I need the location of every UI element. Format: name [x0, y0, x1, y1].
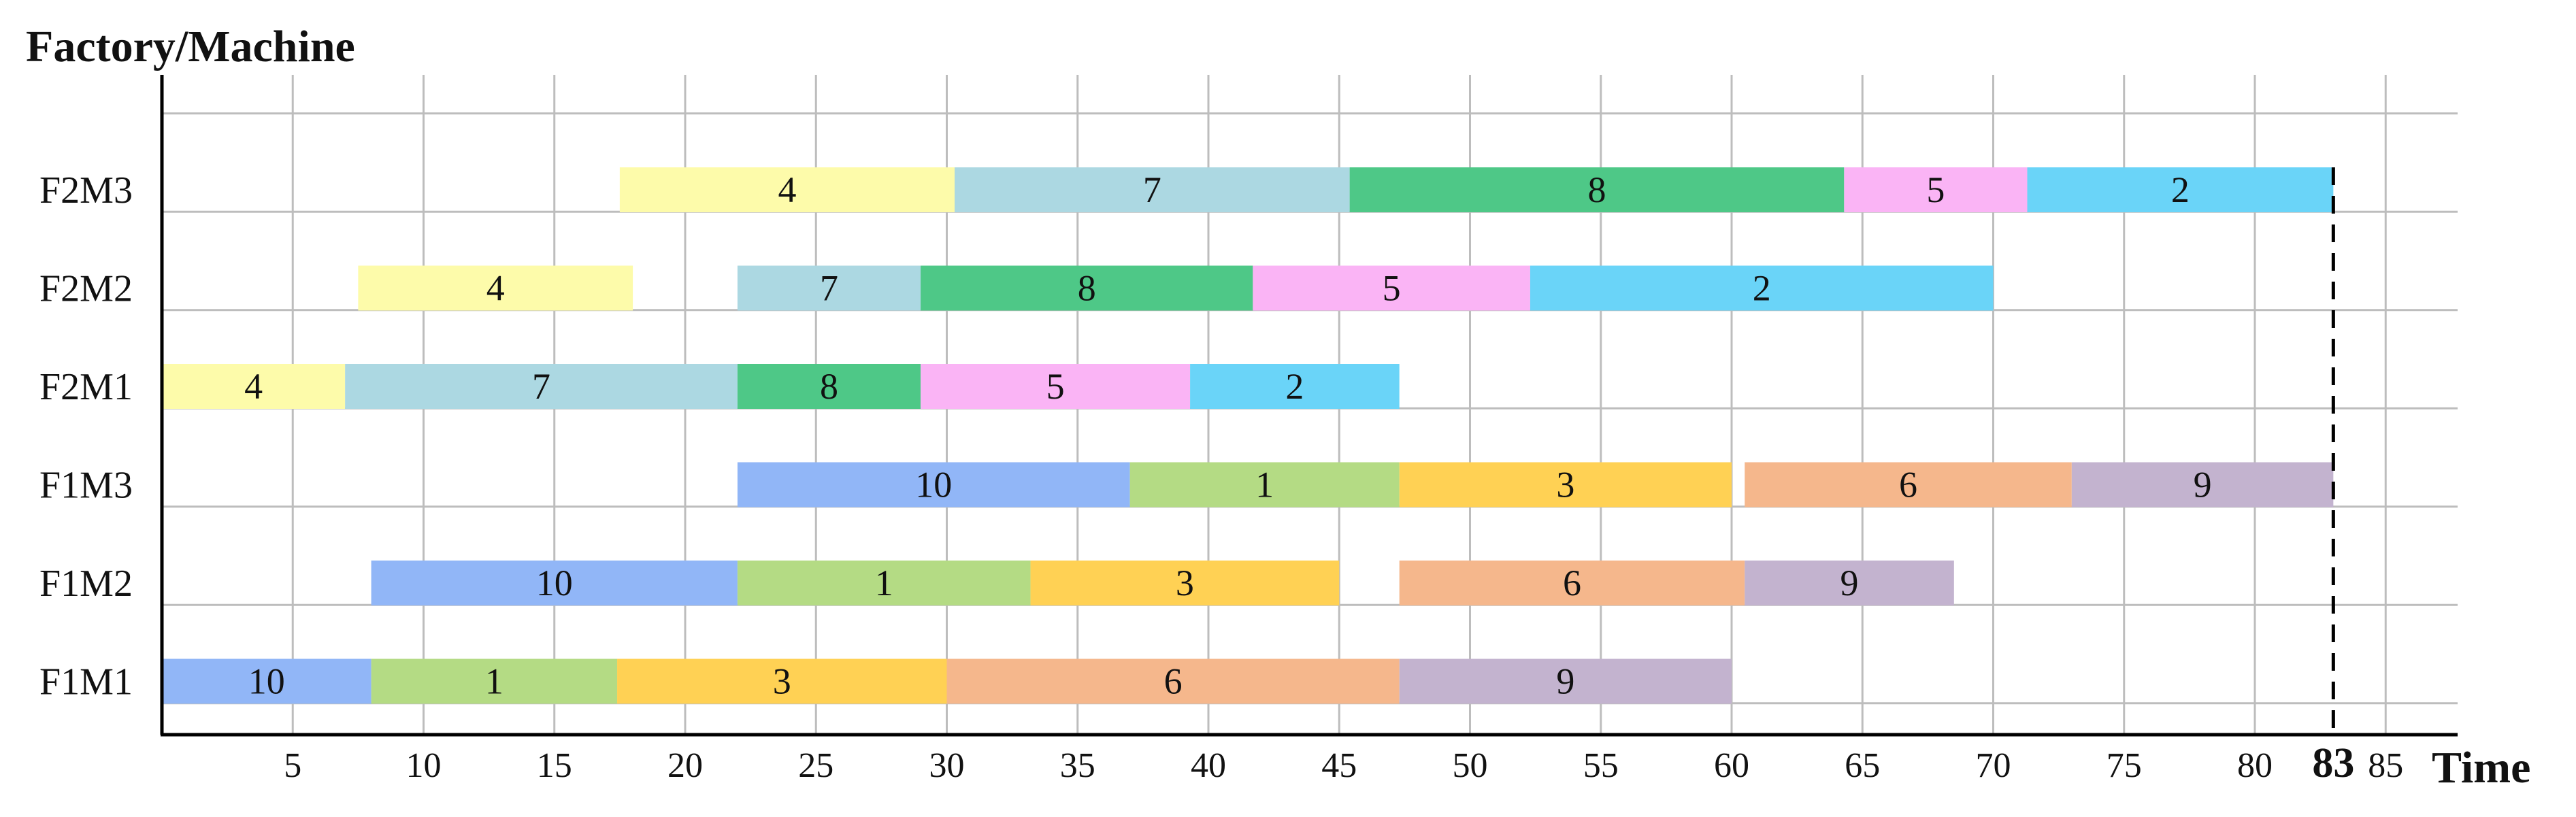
operation-bar — [955, 167, 1350, 212]
operation-label: 2 — [1753, 268, 1771, 309]
operation-bar — [619, 167, 955, 212]
operation-label: 5 — [1926, 169, 1945, 210]
operation-label: 7 — [532, 366, 550, 407]
operation-label: 10 — [536, 563, 573, 603]
x-tick-label: 60 — [1714, 746, 1749, 785]
operation-bar — [1745, 561, 1954, 605]
operation-bar — [345, 364, 738, 409]
operation-bar — [921, 265, 1253, 311]
operation-label: 6 — [1563, 563, 1581, 603]
x-ticks: 5 10 15 20 25 30 35 40 45 50 55 60 65 70 75 80 83 85 — [284, 740, 2403, 786]
operation-bar — [2071, 462, 2334, 507]
x-tick-label: 5 — [284, 746, 301, 785]
operation-label: 7 — [1143, 169, 1161, 210]
operation-bar — [1399, 561, 1745, 605]
operation-label: 6 — [1899, 465, 1917, 505]
x-tick-label: 20 — [667, 746, 703, 785]
x-tick-label: 10 — [406, 746, 442, 785]
operation-label: 10 — [248, 661, 285, 702]
operation-bar — [737, 462, 1130, 507]
operation-bar — [1530, 265, 1994, 311]
operation-bar — [371, 561, 738, 605]
x-tick-label: 85 — [2368, 746, 2403, 785]
operation-bar — [921, 364, 1191, 409]
x-tick-label: 30 — [929, 746, 965, 785]
operation-bar — [737, 364, 921, 409]
operation-bar — [1349, 167, 1845, 212]
operation-label: 6 — [1164, 661, 1183, 702]
operation-bar — [946, 658, 1400, 704]
machine-label: F1M3 — [39, 465, 133, 507]
operation-bar — [1844, 167, 2028, 212]
operation-label: 1 — [875, 563, 893, 603]
x-tick-label: 55 — [1583, 746, 1619, 785]
y-axis-title: Factory/Machine — [26, 22, 355, 71]
operation-label: 8 — [820, 366, 838, 407]
operation-bar — [2027, 167, 2334, 212]
operation-label: 10 — [915, 465, 952, 505]
machine-label: F2M1 — [39, 366, 133, 408]
operation-label: 3 — [773, 661, 791, 702]
operation-label: 9 — [2194, 465, 2212, 505]
operation-bar — [371, 658, 618, 704]
x-tick-label: 75 — [2107, 746, 2142, 785]
operation-label: 9 — [1840, 563, 1859, 603]
operation-bar — [1745, 462, 2072, 507]
operation-label: 7 — [820, 268, 838, 309]
operation-label: 3 — [1176, 563, 1194, 603]
operation-bar — [162, 364, 346, 409]
operation-label: 4 — [486, 268, 505, 309]
machine-labels: F1M1 F1M2 F1M3 F2M1 F2M2 F2M3 — [39, 169, 133, 703]
x-tick-label: 40 — [1191, 746, 1226, 785]
operation-bar — [358, 265, 633, 311]
operation-label: 5 — [1383, 268, 1401, 309]
x-tick-label: 80 — [2237, 746, 2273, 785]
operation-label: 1 — [485, 661, 503, 702]
x-tick-label: 45 — [1321, 746, 1357, 785]
operation-label: 8 — [1078, 268, 1096, 309]
operation-label: 4 — [244, 366, 263, 407]
axes: Factory/Machine Time — [26, 22, 2530, 793]
x-tick-label: 65 — [1845, 746, 1880, 785]
bars: 10 1 3 6 9 10 1 3 6 9 10 1 3 6 9 4 7 8 5 2 4 7 8 5 2 4 7 8 5 2 — [162, 167, 2334, 704]
x-tick-label: 70 — [1976, 746, 2011, 785]
operation-bar — [1030, 561, 1340, 605]
operation-label: 1 — [1255, 465, 1274, 505]
operation-bar — [617, 658, 947, 704]
x-tick-label: 25 — [798, 746, 833, 785]
operation-label: 3 — [1556, 465, 1574, 505]
operation-bar — [737, 265, 921, 311]
operation-bar — [1399, 462, 1732, 507]
makespan-tick-label: 83 — [2312, 740, 2354, 786]
operation-bar — [162, 658, 371, 704]
operation-label: 2 — [2171, 169, 2190, 210]
operation-bar — [1190, 364, 1400, 409]
x-tick-label: 15 — [537, 746, 572, 785]
x-tick-label: 35 — [1060, 746, 1095, 785]
operation-label: 5 — [1046, 366, 1065, 407]
machine-label: F1M2 — [39, 563, 133, 605]
machine-label: F2M3 — [39, 169, 133, 212]
x-tick-label: 50 — [1453, 746, 1488, 785]
operation-label: 9 — [1556, 661, 1574, 702]
machine-label: F2M2 — [39, 268, 133, 310]
operation-label: 2 — [1285, 366, 1304, 407]
operation-bar — [1129, 462, 1400, 507]
operation-label: 4 — [778, 169, 796, 210]
operation-bar — [1253, 265, 1530, 311]
operation-bar — [737, 561, 1031, 605]
machine-label: F1M1 — [39, 661, 133, 703]
operation-bar — [1399, 658, 1732, 704]
x-axis-title: Time — [2432, 743, 2530, 793]
operation-label: 8 — [1587, 169, 1606, 210]
